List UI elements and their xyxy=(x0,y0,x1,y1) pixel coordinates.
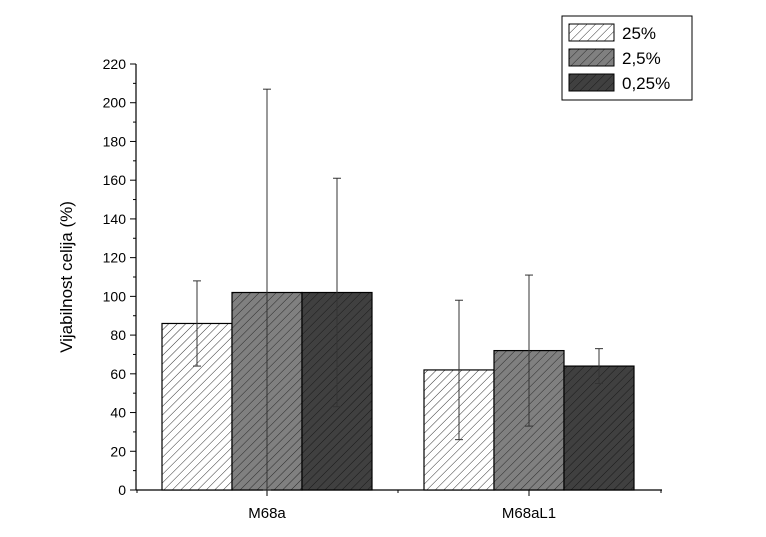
legend-label: 0,25% xyxy=(622,74,670,93)
y-tick-label: 60 xyxy=(110,366,126,382)
y-tick-label: 100 xyxy=(103,288,127,304)
y-axis-label: Vijabilnost celija (%) xyxy=(57,201,76,353)
x-tick-label: M68a xyxy=(248,505,286,522)
y-tick-label: 220 xyxy=(103,56,127,72)
y-tick-label: 200 xyxy=(103,95,127,111)
legend-swatch xyxy=(568,73,615,92)
y-tick-label: 180 xyxy=(103,133,127,149)
y-tick-label: 140 xyxy=(103,211,127,227)
y-tick-label: 0 xyxy=(118,482,126,498)
y-tick-label: 80 xyxy=(110,327,126,343)
y-tick-label: 160 xyxy=(103,172,127,188)
y-tick-label: 40 xyxy=(110,405,126,421)
y-tick-label: 20 xyxy=(110,443,126,459)
legend-label: 2,5% xyxy=(622,49,661,68)
legend: 25% 2,5% 0,25% xyxy=(561,15,693,101)
bar xyxy=(563,365,635,491)
legend-swatch xyxy=(568,48,615,67)
x-tick-label: M68aL1 xyxy=(502,505,556,522)
plot-area: 0 20 40 60 80 100 120 140 160 180 200 220 M68a M68aL1 xyxy=(103,56,662,522)
legend-swatch xyxy=(568,23,615,42)
legend-label: 25% xyxy=(622,24,656,43)
y-tick-label: 120 xyxy=(103,250,127,266)
